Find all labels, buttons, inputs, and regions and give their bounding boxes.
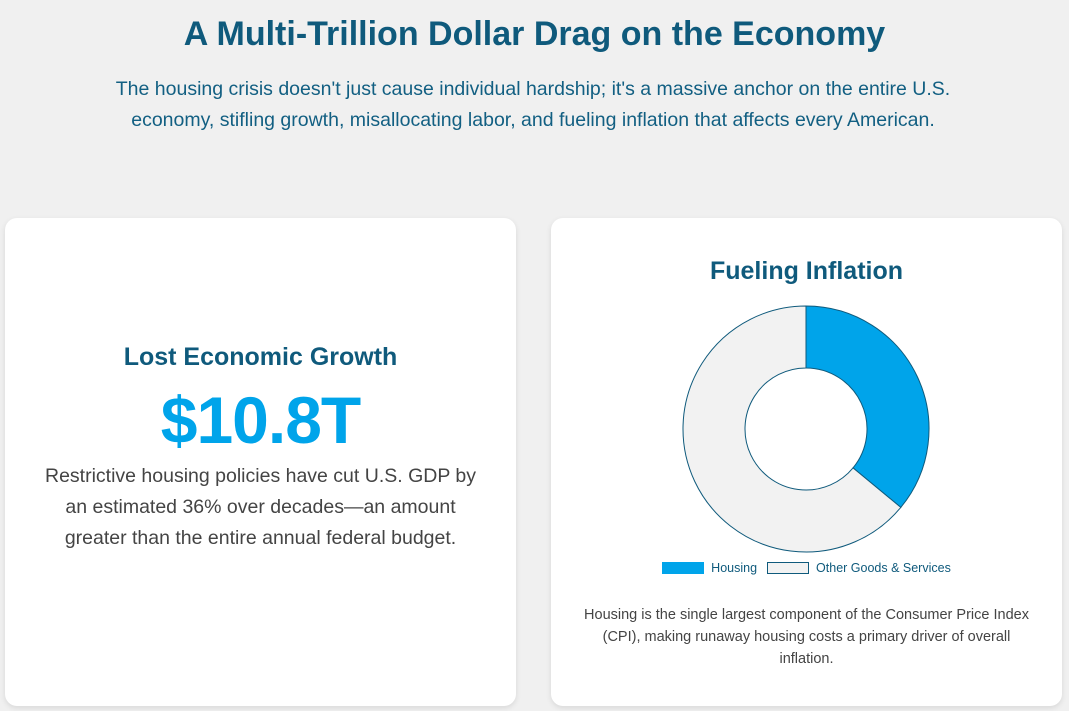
lost-growth-card: Lost Economic Growth $10.8T Restrictive …	[5, 218, 516, 706]
lost-growth-value: $10.8T	[160, 383, 361, 457]
inflation-description: Housing is the single largest component …	[584, 607, 1029, 667]
inflation-card: Fueling Inflation Housing Other Goods & S…	[551, 218, 1062, 706]
legend-label: Housing	[711, 561, 758, 575]
chart-legend: Housing Other Goods & Services	[551, 561, 1062, 575]
legend-item-other-goods-services[interactable]: Other Goods & Services	[767, 561, 951, 575]
donut-slice-housing[interactable]	[805, 305, 930, 509]
lost-growth-heading: Lost Economic Growth	[123, 343, 398, 371]
lost-growth-description: Restrictive housing policies have cut U.…	[45, 465, 476, 549]
legend-swatch	[767, 562, 810, 574]
legend-item-housing[interactable]: Housing	[662, 561, 757, 575]
legend-swatch	[662, 562, 705, 574]
legend-label: Other Goods & Services	[816, 561, 951, 575]
inflation-heading: Fueling Inflation	[709, 257, 904, 285]
page-title: A Multi-Trillion Dollar Drag on the Econ…	[183, 15, 886, 53]
inflation-donut-chart	[682, 305, 930, 553]
page-subtitle: The housing crisis doesn't just cause in…	[115, 78, 951, 131]
donut-slice-other-goods-services[interactable]	[682, 305, 902, 553]
